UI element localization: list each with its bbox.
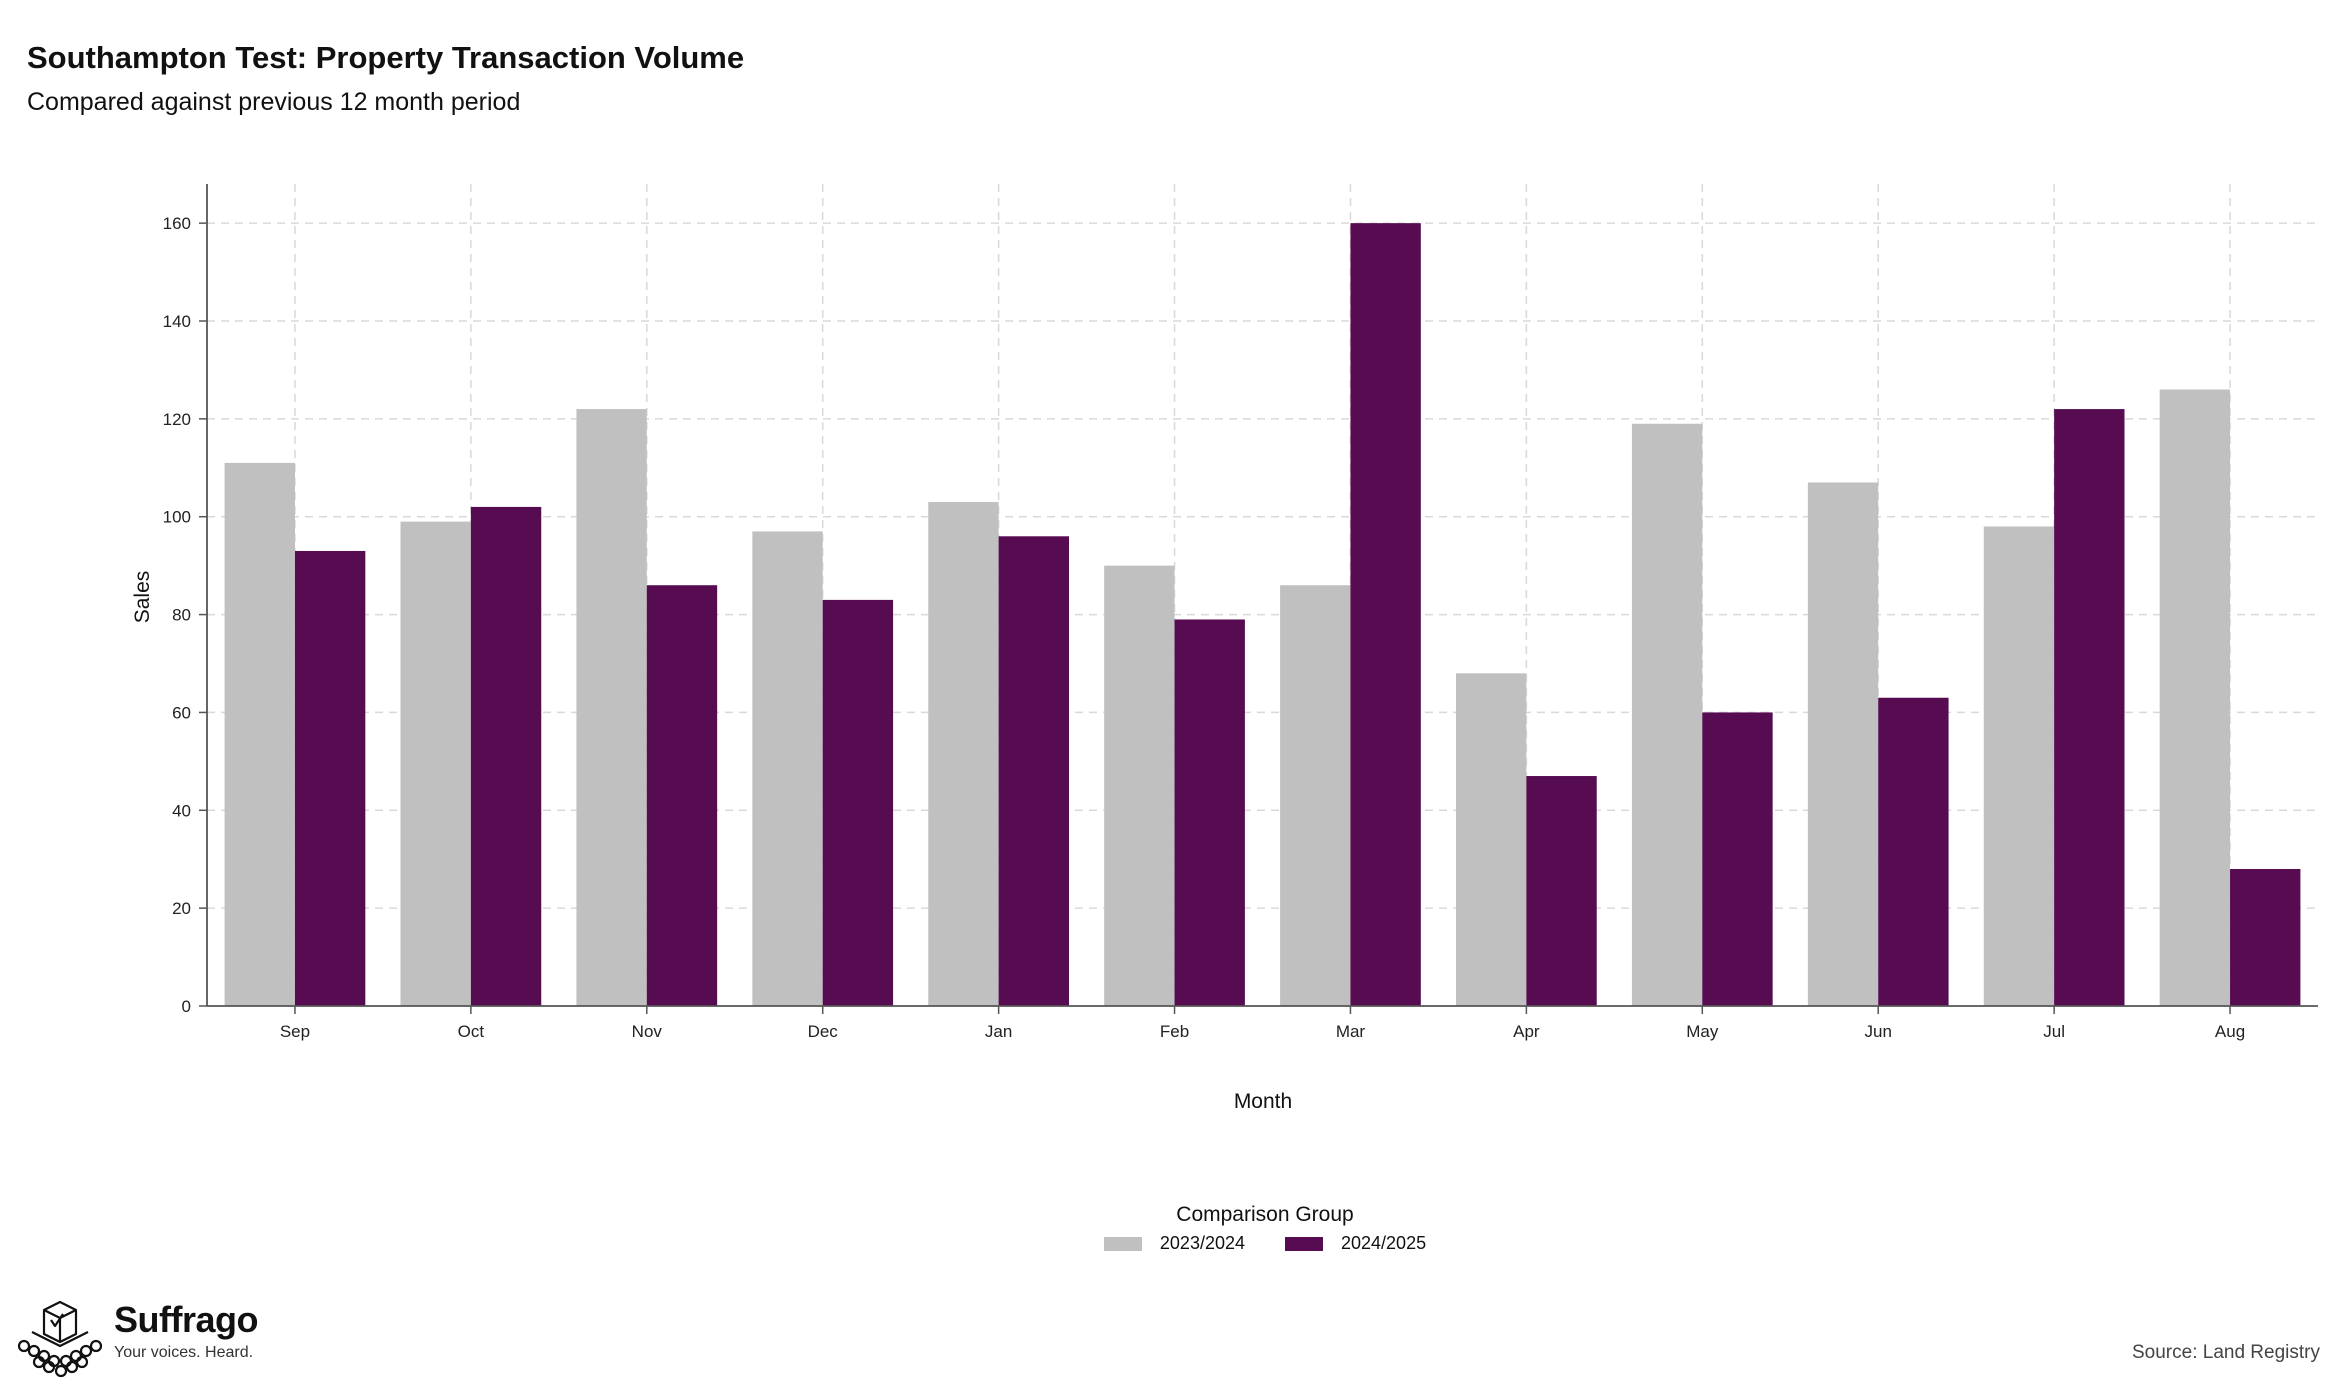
source-note: Source: Land Registry [2132,1342,2320,1363]
bar-2024-2025-feb [1174,619,1245,1006]
x-tick-label: Sep [280,1022,310,1041]
brand-tagline: Your voices. Heard. [114,1344,254,1361]
legend-label: 2023/2024 [1159,1233,1245,1253]
axes [199,184,2318,1014]
bar-2024-2025-mar [1350,223,1421,1007]
bar-2024-2025-dec [822,599,894,1006]
y-tick-label: 40 [172,801,191,820]
legend-label: 2024/2025 [1341,1233,1427,1253]
bar-2023-2024-jan [928,502,999,1006]
bar-2024-2025-oct [470,506,542,1006]
bar-2023-2024-apr [1456,673,1527,1006]
bar-2023-2024-sep [224,462,295,1007]
x-tick-label: Nov [632,1022,663,1041]
bar-2023-2024-dec [752,531,823,1006]
x-tick-label: Jun [1864,1022,1891,1041]
bars [224,223,2301,1007]
y-tick-label: 100 [163,508,191,527]
bar-chart: 0 20 40 60 80 100 120 140 160 Sep Oct Nov Dec Jan Feb M… [131,184,2318,1113]
ballot-box-icon [17,1300,103,1378]
legend-item-2023-2024: 2023/2024 [1103,1233,1245,1254]
y-tick-label: 60 [172,703,191,722]
y-tick-label: 160 [163,214,191,233]
bar-2023-2024-may [1631,423,1703,1006]
x-tick-label: Oct [458,1022,485,1041]
chart-title: Southampton Test: Property Transaction V… [27,40,745,75]
x-tick-label: Feb [1160,1022,1189,1041]
bar-2023-2024-jun [1807,482,1879,1006]
bar-2023-2024-mar [1280,585,1351,1006]
x-tick-label: Apr [1513,1022,1540,1041]
bar-2023-2024-jul [1983,526,2055,1006]
bar-2023-2024-nov [576,409,647,1007]
tick-labels: 0 20 40 60 80 100 120 140 160 Sep Oct Nov Dec Jan Feb M… [163,214,2246,1041]
chart-subtitle: Compared against previous 12 month perio… [27,88,521,116]
brand-logo: Suffrago Your voices. Heard. [14,1294,259,1378]
legend-items: 2023/2024 2024/2025 [1090,1233,1440,1254]
x-tick-label: Mar [1336,1022,1366,1041]
y-axis-title: Sales [131,571,154,624]
legend: Comparison Group 2023/2024 2024/2025 [1090,1203,1440,1254]
legend-swatch [1285,1236,1323,1251]
bar-2024-2025-jun [1878,697,1949,1006]
y-tick-label: 20 [172,899,191,918]
x-tick-label: Dec [808,1022,839,1041]
legend-item-2024-2025: 2024/2025 [1285,1233,1426,1254]
brand-name: Suffrago [114,1299,259,1340]
x-tick-label: May [1686,1022,1719,1041]
y-tick-label: 0 [182,997,191,1016]
x-tick-label: Aug [2215,1022,2245,1041]
bar-2024-2025-apr [1526,776,1597,1006]
bar-2023-2024-feb [1104,565,1175,1006]
bar-2024-2025-jul [2054,409,2125,1007]
bar-2024-2025-jan [998,536,1069,1006]
bar-2024-2025-nov [646,585,718,1006]
x-tick-label: Jan [985,1022,1012,1041]
y-tick-label: 120 [163,410,191,429]
bar-2023-2024-oct [400,521,471,1006]
legend-title: Comparison Group [1176,1203,1354,1226]
bar-2023-2024-aug [2159,389,2231,1006]
bar-2024-2025-sep [294,550,366,1006]
legend-swatch [1103,1236,1142,1251]
x-axis-title: Month [1234,1090,1292,1113]
y-tick-label: 80 [172,606,191,625]
brand-text: Suffrago Your voices. Heard. [114,1299,259,1362]
y-tick-label: 140 [163,312,191,331]
x-tick-label: Jul [2043,1022,2065,1041]
bar-2024-2025-may [1702,712,1773,1006]
bar-2024-2025-aug [2230,869,2301,1006]
